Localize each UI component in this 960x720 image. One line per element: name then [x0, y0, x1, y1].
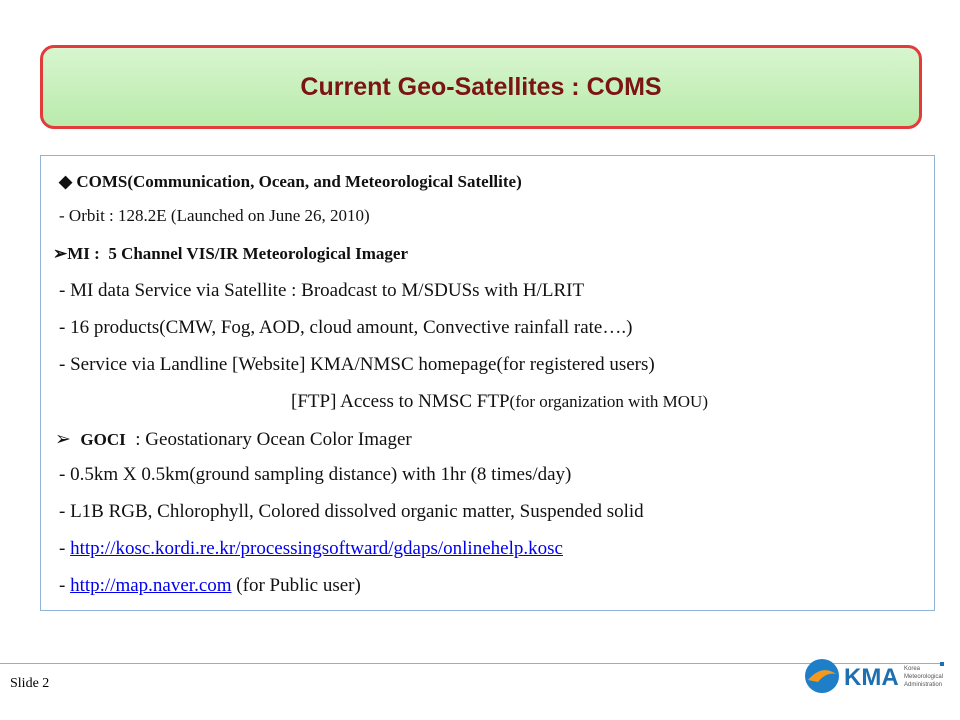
logo-subtitle: Meteorological [904, 674, 943, 680]
line: - http://map.naver.com (for Public user) [59, 575, 361, 597]
text: GOCI [80, 430, 126, 449]
bullet: ➢ [55, 429, 81, 450]
text: (for organization with MOU) [509, 392, 708, 411]
text: - [59, 538, 71, 559]
content-box: ◆ COMS(Communication, Ocean, and Meteoro… [40, 155, 935, 611]
line: ◆ COMS(Communication, Ocean, and Meteoro… [59, 172, 522, 192]
logo: KMA Korea Meteorological Administration [805, 659, 944, 693]
text: : Geostationary Ocean Color Imager [125, 429, 412, 450]
link[interactable]: http://kosc.kordi.re.kr/processingsoftwa… [70, 538, 563, 559]
footer-rule [0, 663, 940, 664]
bullet: ➢ [53, 244, 68, 263]
line: - L1B RGB, Chlorophyll, Colored dissolve… [59, 501, 644, 522]
slide-number: Slide 2 [10, 676, 50, 691]
title: Current Geo-Satellites : COMS [40, 45, 922, 129]
logo-subtitle: Administration [904, 682, 942, 688]
line: - MI data Service via Satellite : Broadc… [59, 280, 585, 301]
logo-swoosh [808, 670, 836, 682]
line: [FTP] Access to NMSC FTP(for organizatio… [291, 391, 708, 413]
text: - [59, 575, 71, 596]
logo-text: KMA [844, 664, 899, 691]
text: (for Public user) [231, 575, 361, 596]
line: - 16 products(CMW, Fog, AOD, cloud amoun… [59, 317, 633, 338]
line: ➢ GOCI : Geostationary Ocean Color Image… [55, 428, 412, 451]
text: COMS(Communication, Ocean, and Meteorolo… [76, 172, 522, 191]
line: ➢MI : 5 Channel VIS/IR Meteorological Im… [53, 244, 408, 264]
line: - 0.5km X 0.5km(ground sampling distance… [59, 464, 572, 485]
line: - http://kosc.kordi.re.kr/processingsoft… [59, 538, 563, 560]
logo-dot [940, 662, 944, 666]
line: - Service via Landline [Website] KMA/NMS… [59, 354, 655, 375]
text: MI : 5 Channel VIS/IR Meteorological Ima… [67, 244, 409, 263]
line: - Orbit : 128.2E (Launched on June 26, 2… [59, 206, 370, 225]
text: [FTP] Access to NMSC FTP [291, 391, 510, 412]
bullet: ◆ [59, 172, 77, 191]
link[interactable]: http://map.naver.com [70, 575, 232, 596]
logo-subtitle: Korea [904, 666, 921, 672]
